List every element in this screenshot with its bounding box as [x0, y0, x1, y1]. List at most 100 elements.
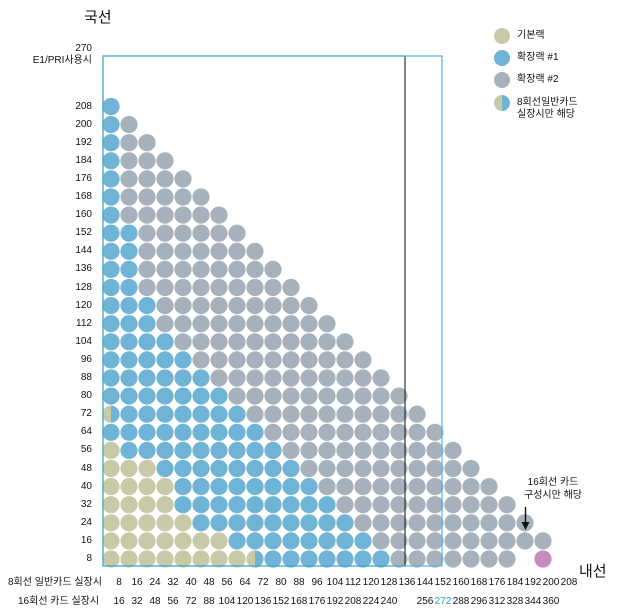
grid-cell	[210, 297, 228, 315]
grid-cell	[390, 478, 408, 496]
grid-cell	[318, 532, 336, 550]
grid-cell-split	[246, 550, 264, 568]
grid-cell	[120, 369, 138, 387]
grid-cell	[246, 387, 264, 405]
grid-cell	[354, 478, 372, 496]
grid-cell	[246, 441, 264, 459]
grid-cell	[336, 387, 354, 405]
grid-cell	[138, 532, 156, 550]
x-label-row1: 200	[542, 577, 560, 588]
grid-cell	[354, 532, 372, 550]
y-label-270: 270	[75, 43, 92, 54]
frame-16line-card	[102, 55, 443, 567]
grid-cell	[300, 405, 318, 423]
grid-cell	[318, 459, 336, 478]
grid-cell	[408, 441, 426, 459]
grid-cell	[246, 315, 264, 333]
grid-cell	[138, 278, 156, 297]
grid-cell	[300, 459, 318, 478]
grid-cell	[426, 532, 444, 550]
grid-cell	[282, 351, 300, 369]
grid-cell	[138, 387, 156, 405]
grid-cell	[318, 387, 336, 405]
grid-cell	[174, 170, 192, 188]
grid-cell	[354, 496, 372, 514]
x-label-row1: 120	[362, 577, 380, 588]
grid-cell	[246, 297, 264, 315]
grid-cell	[102, 532, 120, 550]
grid-cell	[120, 441, 138, 459]
grid-cell	[156, 152, 174, 170]
grid-cell	[264, 260, 282, 278]
grid-cell	[210, 478, 228, 496]
grid-cell	[282, 333, 300, 351]
grid-cell	[156, 478, 174, 496]
grid-cell	[228, 405, 246, 423]
x-label-row2: 168	[290, 596, 308, 607]
grid-cell	[282, 514, 300, 532]
grid-cell	[264, 423, 282, 441]
grid-cell	[228, 514, 246, 532]
legend-item: 8회선일반카드 실장시만 해당	[494, 95, 578, 121]
grid-cell	[210, 532, 228, 550]
grid-cell	[300, 333, 318, 351]
grid-cell	[246, 242, 264, 260]
y-label-152: 152	[75, 227, 92, 239]
grid-cell	[174, 441, 192, 459]
grid-cell	[336, 333, 354, 351]
grid-cell	[282, 478, 300, 496]
grid-cell	[102, 116, 120, 134]
grid-cell	[246, 351, 264, 369]
grid-cell	[246, 478, 264, 496]
y-label-88: 88	[80, 372, 92, 383]
grid-cell	[372, 423, 390, 441]
grid-cell	[246, 405, 264, 423]
grid-cell	[264, 550, 282, 568]
grid-cell	[318, 405, 336, 423]
grid-cell	[156, 514, 174, 532]
grid-cell	[300, 423, 318, 441]
x-label-row2: 296	[470, 596, 488, 607]
grid-cell	[174, 369, 192, 387]
y-label-8: 8	[86, 553, 92, 564]
grid-cell	[120, 242, 138, 260]
grid-cell	[156, 496, 174, 514]
grid-cell	[192, 478, 210, 496]
legend-label: 기본랙	[517, 30, 545, 41]
grid-cell	[426, 423, 444, 441]
grid-cell	[408, 532, 426, 550]
grid-cell	[192, 351, 210, 369]
grid-cell	[300, 550, 318, 568]
grid-cell	[102, 170, 120, 188]
grid-cell	[102, 224, 120, 242]
grid-cell	[174, 242, 192, 260]
legend-item: 기본랙	[494, 28, 545, 44]
grid-cell	[138, 351, 156, 369]
grid-cell	[102, 423, 120, 441]
grid-cell	[210, 514, 228, 532]
y-label-160: 160	[75, 209, 92, 221]
grid-cell	[192, 278, 210, 297]
grid-cell	[138, 333, 156, 351]
grid-cell	[336, 478, 354, 496]
grid-cell	[120, 496, 138, 514]
grid-cell	[156, 315, 174, 333]
grid-cell	[102, 152, 120, 170]
y-label-144: 144	[75, 245, 92, 257]
annotation-arrow-icon	[521, 522, 530, 530]
grid-cell	[120, 459, 138, 478]
grid-cell	[336, 369, 354, 387]
grid-cell	[138, 478, 156, 496]
grid-cell	[318, 315, 336, 333]
grid-cell	[444, 514, 462, 532]
grid-cell	[174, 478, 192, 496]
grid-cell	[300, 532, 318, 550]
grid-cell	[120, 405, 138, 423]
grid-cell	[174, 514, 192, 532]
grid-cell	[210, 369, 228, 387]
x-label-row1: 144	[416, 577, 434, 588]
grid-cell	[228, 278, 246, 297]
grid-cell	[102, 134, 120, 152]
grid-cell	[498, 550, 516, 568]
grid-cell-split	[102, 405, 120, 423]
